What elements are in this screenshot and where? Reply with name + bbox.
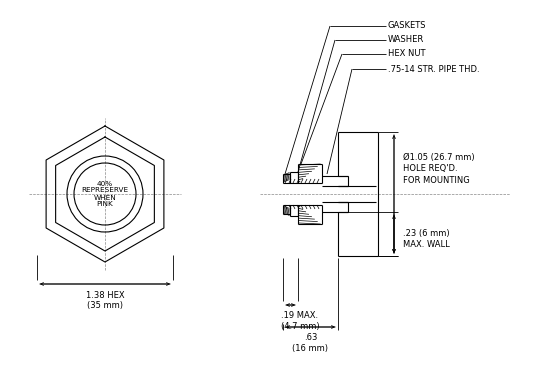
Text: .63
(16 mm): .63 (16 mm): [293, 333, 328, 353]
Text: Ø1.05 (26.7 mm)
HOLE REQ'D.
FOR MOUNTING: Ø1.05 (26.7 mm) HOLE REQ'D. FOR MOUNTING: [403, 153, 475, 185]
Text: 40%
REPRESERVE
WHEN
PINK: 40% REPRESERVE WHEN PINK: [81, 180, 129, 207]
Text: 1.38 HEX
(35 mm): 1.38 HEX (35 mm): [86, 291, 124, 310]
Text: .75-14 STR. PIPE THD.: .75-14 STR. PIPE THD.: [388, 65, 480, 74]
Text: WASHER: WASHER: [388, 36, 424, 45]
Text: .19 MAX.
(4.7 mm): .19 MAX. (4.7 mm): [281, 311, 320, 331]
Text: .23 (6 mm)
MAX. WALL: .23 (6 mm) MAX. WALL: [403, 229, 450, 249]
Text: GASKETS: GASKETS: [388, 22, 426, 31]
Text: HEX NUT: HEX NUT: [388, 50, 426, 58]
